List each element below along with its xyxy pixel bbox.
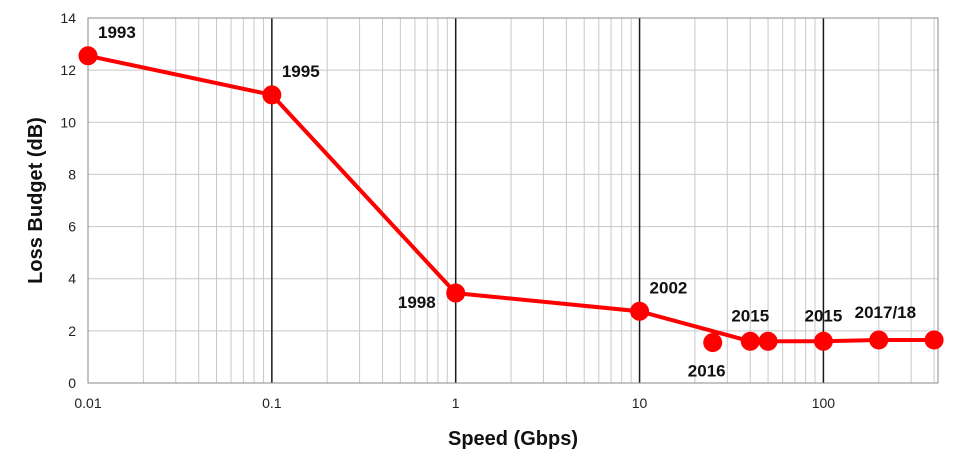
x-tick-label: 100 bbox=[812, 395, 836, 411]
point-labels: 1993 1995 1998 2002 2015 2016 2015 2017/18 bbox=[98, 23, 916, 381]
point-label: 2002 bbox=[650, 278, 688, 297]
data-point bbox=[869, 330, 889, 350]
point-label: 1998 bbox=[398, 293, 436, 312]
x-axis-title: Speed (Gbps) bbox=[448, 428, 578, 450]
y-tick-label: 0 bbox=[68, 375, 76, 391]
data-point bbox=[78, 46, 98, 66]
x-axis-ticks: 0.01 0.1 1 10 100 bbox=[74, 395, 835, 411]
point-label: 1993 bbox=[98, 23, 136, 42]
point-label: 2017/18 bbox=[855, 303, 916, 322]
y-axis-title: Loss Budget (dB) bbox=[25, 117, 47, 284]
data-point bbox=[703, 333, 723, 353]
data-point bbox=[924, 330, 944, 350]
major-gridlines bbox=[271, 18, 825, 383]
y-tick-label: 4 bbox=[68, 271, 76, 287]
point-label: 2016 bbox=[688, 362, 726, 381]
y-axis-ticks: 0 2 4 6 8 10 12 14 bbox=[60, 10, 76, 391]
point-label: 1995 bbox=[282, 62, 320, 81]
data-point bbox=[758, 331, 778, 351]
y-tick-label: 6 bbox=[68, 219, 76, 235]
y-tick-label: 14 bbox=[60, 10, 76, 26]
points-layer bbox=[78, 46, 944, 353]
data-point bbox=[813, 331, 833, 351]
y-tick-label: 10 bbox=[60, 114, 76, 130]
point-label: 2015 bbox=[804, 306, 842, 325]
x-tick-label: 0.01 bbox=[74, 395, 101, 411]
plot-area-frame bbox=[87, 17, 939, 384]
point-label: 2015 bbox=[731, 306, 769, 325]
x-tick-label: 1 bbox=[452, 395, 460, 411]
data-point bbox=[262, 85, 282, 105]
data-point bbox=[740, 331, 760, 351]
data-point bbox=[630, 301, 650, 321]
y-tick-label: 8 bbox=[68, 166, 76, 182]
minor-gridlines bbox=[88, 17, 938, 384]
x-tick-label: 10 bbox=[632, 395, 648, 411]
x-tick-label: 0.1 bbox=[262, 395, 282, 411]
data-point bbox=[446, 283, 466, 303]
y-tick-label: 2 bbox=[68, 323, 76, 339]
y-tick-label: 12 bbox=[60, 62, 76, 78]
